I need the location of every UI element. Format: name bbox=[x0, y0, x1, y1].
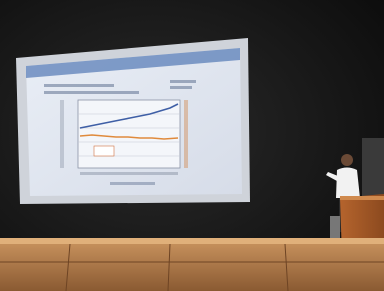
slide-x-labels bbox=[80, 172, 178, 175]
chair bbox=[330, 216, 340, 240]
speaker-head bbox=[341, 154, 353, 166]
slide-text-line bbox=[44, 84, 114, 87]
podium-top bbox=[340, 196, 384, 200]
side-panel bbox=[362, 138, 384, 198]
slide-text-line bbox=[170, 86, 192, 89]
slide-y-labels bbox=[60, 100, 64, 168]
slide-y2-labels bbox=[184, 100, 188, 168]
slide-text-line bbox=[170, 80, 196, 83]
slide-caption bbox=[110, 182, 155, 185]
stage-edge bbox=[0, 238, 384, 244]
scene bbox=[0, 0, 384, 291]
stage-front bbox=[0, 240, 384, 291]
page bbox=[0, 0, 384, 291]
slide-text-line bbox=[44, 91, 139, 94]
slide-legend-box bbox=[94, 146, 114, 156]
speaker-shirt bbox=[336, 168, 360, 199]
